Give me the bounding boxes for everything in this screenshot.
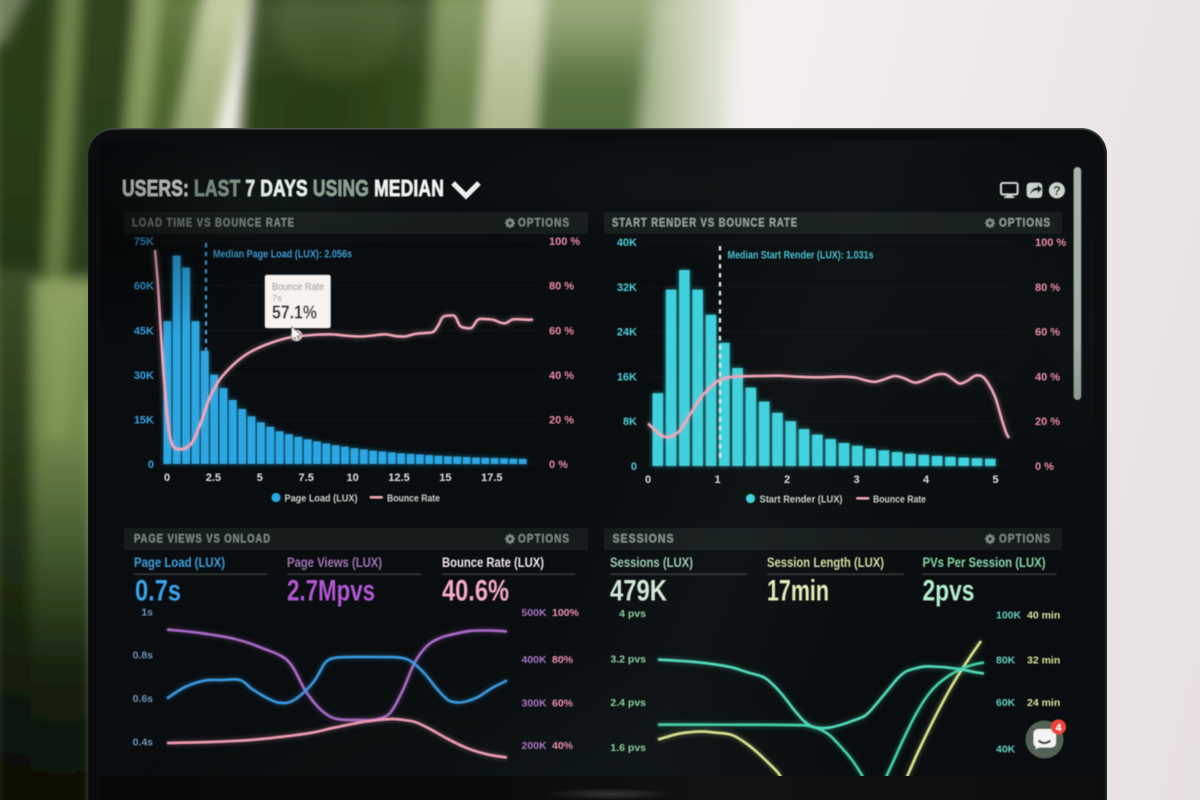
svg-text:7.5: 7.5 <box>299 472 314 484</box>
svg-text:Page Load (LUX): Page Load (LUX) <box>134 555 225 570</box>
svg-text:16K: 16K <box>617 371 637 383</box>
svg-text:OPTIONS: OPTIONS <box>518 534 570 546</box>
svg-text:15: 15 <box>439 472 451 484</box>
svg-text:100K: 100K <box>996 610 1022 622</box>
svg-text:40K: 40K <box>617 237 637 249</box>
svg-text:32 min: 32 min <box>1027 655 1060 667</box>
svg-text:Median Start Render (LUX): 1.0: Median Start Render (LUX): 1.031s <box>728 250 874 262</box>
svg-text:4: 4 <box>923 474 930 486</box>
svg-text:OPTIONS: OPTIONS <box>518 218 570 230</box>
svg-text:USERS: LAST 7 DAYS USING MEDIA: USERS: LAST 7 DAYS USING MEDIAN <box>122 175 444 201</box>
svg-text:1s: 1s <box>141 607 153 619</box>
svg-text:45K: 45K <box>134 325 154 337</box>
svg-text:Session Length (LUX): Session Length (LUX) <box>767 555 884 570</box>
svg-text:15K: 15K <box>134 415 154 427</box>
svg-text:Median Page Load (LUX): 2.056s: Median Page Load (LUX): 2.056s <box>213 249 352 261</box>
svg-text:2pvs: 2pvs <box>923 575 975 608</box>
svg-text:0.6s: 0.6s <box>133 693 154 705</box>
svg-text:Bounce Rate: Bounce Rate <box>873 494 926 506</box>
svg-text:0.7s: 0.7s <box>135 575 181 608</box>
svg-text:60 %: 60 % <box>549 325 574 337</box>
svg-text:60 %: 60 % <box>1035 327 1060 339</box>
svg-text:40 %: 40 % <box>549 370 574 382</box>
svg-text:20 %: 20 % <box>549 415 574 427</box>
svg-text:SESSIONS: SESSIONS <box>613 534 675 546</box>
svg-text:479K: 479K <box>610 575 667 608</box>
svg-text:300K: 300K <box>522 697 548 709</box>
svg-text:40.6%: 40.6% <box>442 575 509 608</box>
svg-text:2.4 pvs: 2.4 pvs <box>610 697 646 709</box>
svg-text:4: 4 <box>1056 722 1062 734</box>
svg-text:500K: 500K <box>522 607 548 619</box>
svg-text:20 %: 20 % <box>1035 416 1060 428</box>
svg-text:3.2 pvs: 3.2 pvs <box>610 654 646 666</box>
svg-text:START RENDER VS BOUNCE RATE: START RENDER VS BOUNCE RATE <box>612 218 798 230</box>
svg-text:PAGE VIEWS VS ONLOAD: PAGE VIEWS VS ONLOAD <box>134 534 271 546</box>
svg-text:Page Load (LUX): Page Load (LUX) <box>285 493 358 505</box>
svg-text:0: 0 <box>631 461 637 473</box>
svg-text:40K: 40K <box>996 743 1016 755</box>
svg-text:2.7Mpvs: 2.7Mpvs <box>287 575 375 608</box>
svg-text:12.5: 12.5 <box>388 472 409 484</box>
svg-text:80%: 80% <box>552 654 574 666</box>
svg-text:30K: 30K <box>134 370 154 382</box>
svg-text:40 min: 40 min <box>1027 610 1060 622</box>
svg-text:17.5: 17.5 <box>481 472 502 484</box>
svg-text:Bounce Rate: Bounce Rate <box>272 282 324 293</box>
svg-text:3: 3 <box>853 474 859 486</box>
svg-text:40 %: 40 % <box>1035 371 1060 383</box>
svg-text:7s: 7s <box>272 293 282 303</box>
svg-text:80 %: 80 % <box>549 281 574 293</box>
svg-text:5: 5 <box>992 474 998 486</box>
svg-text:80K: 80K <box>996 655 1016 667</box>
svg-text:2.5: 2.5 <box>206 472 221 484</box>
svg-text:Sessions (LUX): Sessions (LUX) <box>610 555 693 570</box>
svg-text:400K: 400K <box>522 654 548 666</box>
svg-text:60K: 60K <box>996 697 1016 709</box>
svg-text:LOAD TIME VS BOUNCE RATE: LOAD TIME VS BOUNCE RATE <box>132 218 295 230</box>
svg-text:57.1%: 57.1% <box>272 303 317 323</box>
svg-text:17min: 17min <box>767 575 829 608</box>
svg-text:8K: 8K <box>623 416 637 428</box>
svg-text:5: 5 <box>257 472 263 484</box>
svg-text:100%: 100% <box>552 607 580 619</box>
svg-text:100 %: 100 % <box>1035 237 1066 249</box>
svg-text:75K: 75K <box>134 236 154 248</box>
svg-text:100 %: 100 % <box>549 236 580 248</box>
svg-text:0.4s: 0.4s <box>133 737 154 749</box>
svg-text:60K: 60K <box>134 281 154 293</box>
svg-text:OPTIONS: OPTIONS <box>999 534 1051 546</box>
svg-text:0 %: 0 % <box>549 459 568 471</box>
svg-text:200K: 200K <box>522 740 548 752</box>
svg-text:24K: 24K <box>617 327 637 339</box>
svg-text:0: 0 <box>645 474 651 486</box>
svg-text:40%: 40% <box>552 740 574 752</box>
svg-text:0 %: 0 % <box>1035 461 1054 473</box>
svg-text:0: 0 <box>148 459 154 471</box>
svg-text:24 min: 24 min <box>1027 697 1060 709</box>
svg-text:Bounce Rate: Bounce Rate <box>387 493 440 505</box>
svg-text:Page Views (LUX): Page Views (LUX) <box>287 555 382 570</box>
svg-text:0.8s: 0.8s <box>133 650 154 662</box>
svg-text:10: 10 <box>346 472 358 484</box>
svg-text:0: 0 <box>164 472 170 484</box>
svg-text:2: 2 <box>784 474 790 486</box>
svg-text:60%: 60% <box>552 697 574 709</box>
svg-text:PVs Per Session (LUX): PVs Per Session (LUX) <box>923 555 1046 570</box>
svg-text:4 pvs: 4 pvs <box>619 608 646 620</box>
svg-text:32K: 32K <box>617 282 637 294</box>
svg-text:?: ? <box>1053 184 1061 198</box>
svg-text:80 %: 80 % <box>1035 282 1060 294</box>
svg-text:Start Render (LUX): Start Render (LUX) <box>760 494 843 506</box>
svg-text:1.6 pvs: 1.6 pvs <box>610 742 646 754</box>
svg-text:1: 1 <box>714 474 720 486</box>
svg-text:OPTIONS: OPTIONS <box>999 218 1051 230</box>
svg-text:Bounce Rate (LUX): Bounce Rate (LUX) <box>442 555 544 570</box>
